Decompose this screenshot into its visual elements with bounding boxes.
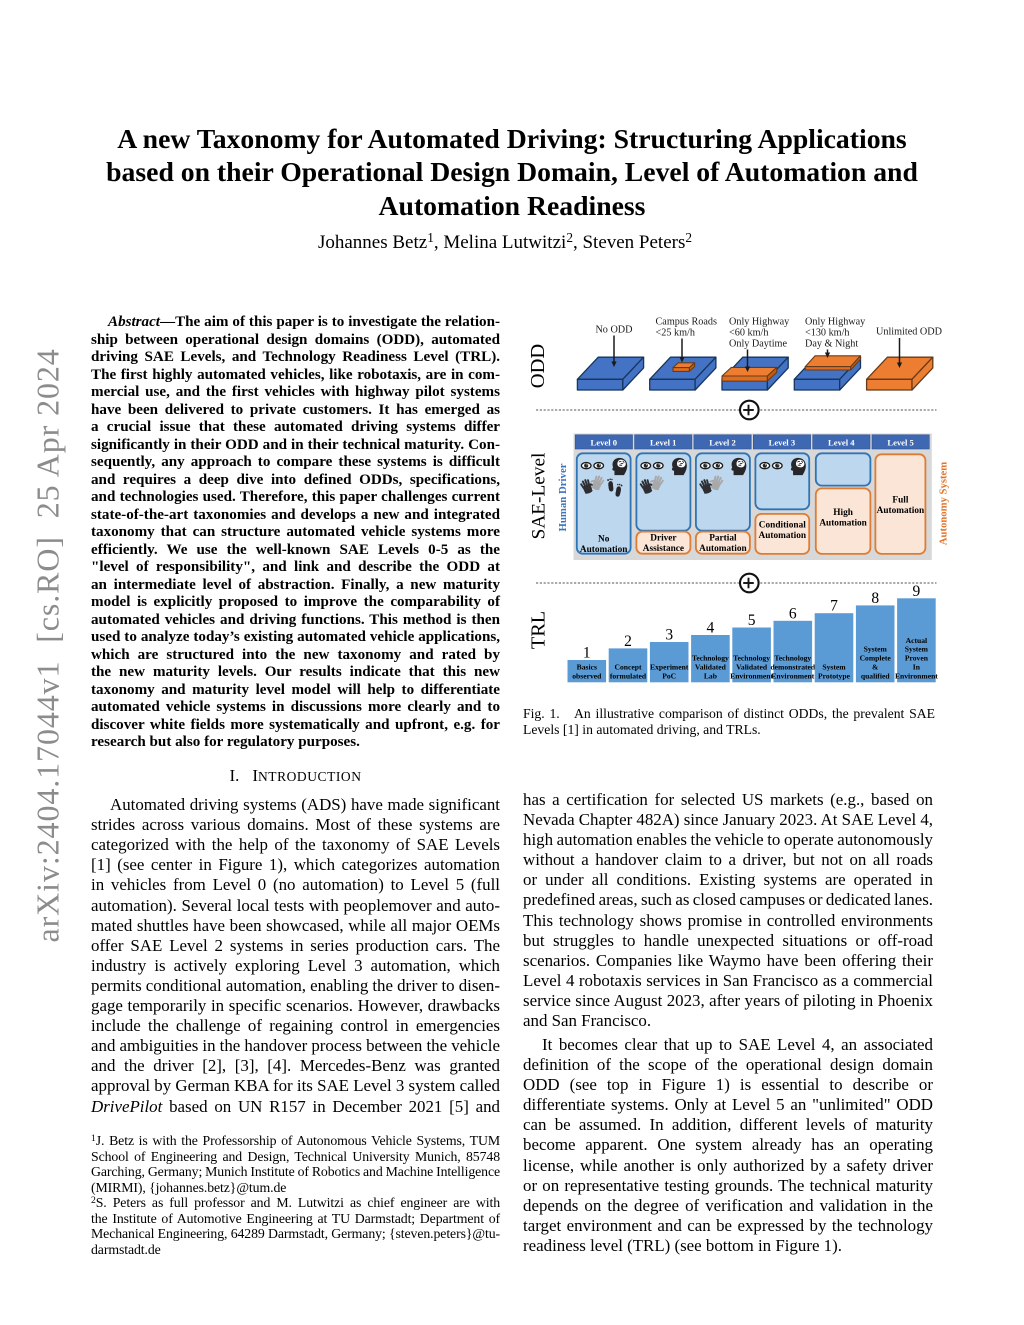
- svg-text:Partial: Partial: [709, 534, 737, 544]
- svg-text:&: &: [872, 663, 878, 672]
- svg-text:Level 1: Level 1: [650, 438, 677, 448]
- svg-text:System: System: [905, 645, 929, 654]
- svg-text:8: 8: [871, 590, 879, 607]
- svg-text:Validated: Validated: [695, 663, 727, 672]
- svg-text:No: No: [598, 535, 610, 545]
- svg-text:Human Driver: Human Driver: [557, 463, 569, 531]
- svg-text:Complete: Complete: [860, 654, 892, 663]
- svg-text:<25 km/h: <25 km/h: [656, 327, 695, 338]
- svg-text:Day & Night: Day & Night: [805, 338, 858, 349]
- svg-text:In: In: [913, 663, 921, 672]
- svg-text:Technology: Technology: [733, 654, 770, 663]
- svg-text:Level 5: Level 5: [887, 438, 914, 448]
- svg-text:Environment: Environment: [771, 671, 814, 680]
- svg-text:System: System: [822, 663, 846, 672]
- svg-text:qualified: qualified: [861, 671, 890, 680]
- svg-text:Validated: Validated: [736, 663, 768, 672]
- svg-text:Autonomy System: Autonomy System: [938, 462, 950, 546]
- svg-text:Automation: Automation: [580, 545, 628, 555]
- svg-text:formulated: formulated: [610, 671, 647, 680]
- svg-text:Campus Roads: Campus Roads: [656, 316, 717, 327]
- svg-text:Technology: Technology: [774, 654, 811, 663]
- svg-text:Environment: Environment: [895, 671, 938, 680]
- svg-text:Experiment: Experiment: [650, 663, 689, 672]
- svg-text:Only Daytime: Only Daytime: [729, 338, 787, 349]
- svg-text:Automation: Automation: [877, 506, 925, 516]
- svg-text:Level 2: Level 2: [709, 438, 736, 448]
- svg-text:demonstrated: demonstrated: [770, 663, 815, 672]
- svg-text:SAE-Level: SAE-Level: [529, 453, 550, 540]
- svg-text:Automation: Automation: [819, 519, 867, 529]
- svg-text:Driver: Driver: [650, 534, 676, 544]
- svg-text:9: 9: [913, 583, 921, 600]
- svg-text:3: 3: [665, 627, 673, 644]
- svg-text:High: High: [833, 508, 853, 518]
- svg-text:Level 4: Level 4: [828, 438, 855, 448]
- svg-text:5: 5: [748, 612, 756, 629]
- svg-text:Prototype: Prototype: [818, 671, 851, 680]
- svg-text:System: System: [864, 645, 888, 654]
- svg-text:PoC: PoC: [662, 671, 676, 680]
- svg-text:<60 km/h: <60 km/h: [729, 327, 768, 338]
- svg-text:Only Highway: Only Highway: [805, 316, 866, 327]
- svg-text:observed: observed: [572, 671, 602, 680]
- svg-text:TRL: TRL: [528, 611, 550, 649]
- svg-text:Actual: Actual: [906, 636, 928, 645]
- svg-text:Unlimited ODD: Unlimited ODD: [876, 327, 942, 338]
- svg-text:6: 6: [789, 605, 797, 622]
- svg-text:Basics: Basics: [577, 663, 597, 672]
- svg-text:2: 2: [624, 633, 632, 650]
- svg-text:Lab: Lab: [704, 671, 717, 680]
- svg-text:Full: Full: [892, 496, 908, 506]
- svg-text:Level 0: Level 0: [591, 438, 618, 448]
- svg-text:Conditional: Conditional: [759, 521, 806, 531]
- svg-text:7: 7: [830, 598, 838, 615]
- svg-text:Proven: Proven: [905, 654, 929, 663]
- svg-text:Assistance: Assistance: [643, 544, 684, 554]
- svg-text:1: 1: [583, 645, 591, 662]
- svg-text:Technology: Technology: [692, 654, 729, 663]
- svg-text:Level 3: Level 3: [769, 438, 796, 448]
- svg-text:No ODD: No ODD: [595, 324, 632, 335]
- svg-text:Environment: Environment: [730, 671, 773, 680]
- svg-text:Automation: Automation: [699, 544, 747, 554]
- svg-text:Concept: Concept: [615, 663, 642, 672]
- svg-text:Automation: Automation: [759, 531, 807, 541]
- svg-text:4: 4: [707, 620, 715, 637]
- svg-text:ODD: ODD: [527, 344, 549, 388]
- svg-text:Only Highway: Only Highway: [729, 316, 790, 327]
- svg-text:<130 km/h: <130 km/h: [805, 327, 850, 338]
